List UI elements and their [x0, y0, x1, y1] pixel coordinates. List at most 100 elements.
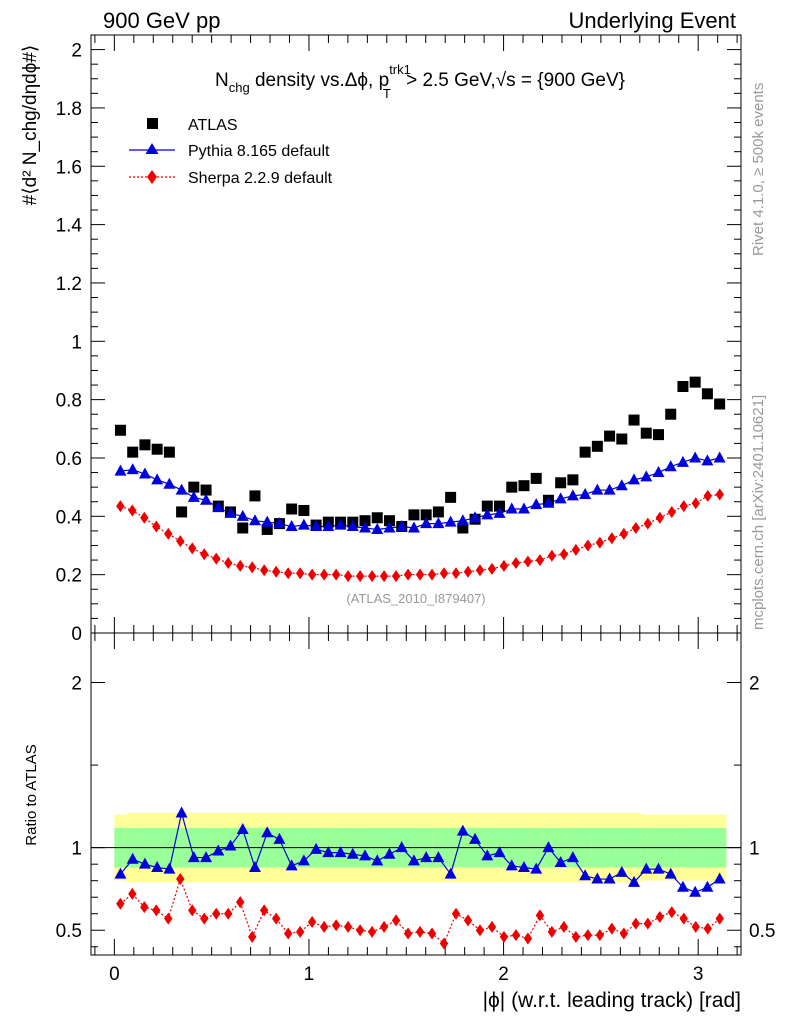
legend-sherpa-marker: [147, 170, 157, 184]
ratio-pythia-point: [407, 854, 420, 866]
pythia-point: [444, 515, 457, 527]
atlas-point: [506, 481, 518, 493]
pythia-point: [615, 479, 628, 491]
sherpa-point: [295, 567, 305, 580]
ratio-pythia-point: [542, 841, 555, 853]
ratio-sherpa-point: [116, 897, 125, 910]
atlas-point: [640, 427, 652, 439]
sherpa-point: [679, 500, 688, 513]
pythia-point: [505, 502, 518, 514]
pythia-point: [566, 489, 579, 501]
ratio-sherpa-point: [451, 907, 461, 920]
ratio-sherpa-point: [679, 912, 688, 925]
atlas-point: [591, 440, 603, 452]
atlas-point: [714, 398, 726, 410]
ratio-pythia-point: [676, 880, 689, 892]
ratio-pythia-point: [566, 851, 579, 863]
atlas-point: [286, 503, 298, 515]
ratio-sherpa-point: [523, 932, 533, 945]
legend-pythia-marker: [145, 143, 159, 154]
ratio-pythia-point: [395, 841, 408, 853]
sherpa-point: [283, 567, 293, 580]
pythia-point: [456, 514, 469, 526]
pythia-point: [603, 483, 616, 495]
pythia-point: [151, 473, 164, 485]
ratio-y-tick-label: 1: [71, 839, 82, 860]
ratio-pythia-point: [432, 851, 445, 863]
pythia-point: [297, 518, 310, 530]
ratio-uncertainty-bands: [91, 812, 741, 883]
title-n: N: [215, 70, 229, 91]
ratio-y-axis-label: Ratio to ATLAS: [23, 744, 40, 845]
ratio-sherpa-point: [487, 920, 497, 933]
pythia-point: [371, 522, 384, 534]
pythia-point: [212, 501, 225, 513]
sherpa-point: [427, 568, 437, 581]
pythia-point: [640, 470, 653, 482]
ratio-sherpa-point: [535, 909, 545, 922]
ratio-pythia-point: [456, 824, 469, 836]
pythia-point: [579, 487, 592, 499]
atlas-point: [701, 388, 713, 400]
atlas-point: [200, 484, 212, 496]
sherpa-point: [248, 561, 257, 574]
ratio-pythia-point: [615, 865, 628, 877]
atlas-point: [665, 408, 677, 420]
ratio-pythia-point: [163, 862, 176, 874]
sherpa-point: [224, 556, 233, 569]
pythia-point: [322, 520, 335, 532]
atlas-point: [579, 446, 591, 458]
pythia-point: [126, 463, 139, 475]
title-sup: trk1: [389, 62, 411, 77]
ratio-sherpa-point: [571, 930, 581, 943]
mcplots-info: mcplots.cern.ch [arXiv:2401.10621]: [750, 395, 767, 630]
x-tick-label: 3: [693, 964, 704, 985]
ratio-sherpa-point: [176, 873, 185, 886]
pythia-point: [285, 520, 298, 532]
ratio-plot-frame: [90, 632, 742, 956]
sherpa-point: [643, 517, 653, 530]
pythia-point: [432, 517, 445, 529]
pythia-point: [273, 517, 286, 529]
pythia-point: [676, 455, 689, 467]
sherpa-point: [463, 565, 473, 578]
sherpa-point: [391, 570, 401, 583]
ratio-sherpa-point: [547, 925, 557, 938]
title-tail: > 2.5 GeV,: [401, 70, 496, 91]
pythia-point: [261, 515, 274, 527]
atlas-point: [408, 509, 420, 521]
sherpa-point: [439, 567, 449, 580]
ratio-sherpa-point: [212, 907, 221, 920]
sherpa-point: [260, 564, 269, 577]
sherpa-point: [164, 527, 173, 540]
ratio-sherpa-point: [224, 907, 233, 920]
legend-atlas-label: ATLAS: [188, 117, 238, 134]
ratio-sherpa-point: [200, 912, 209, 925]
ratio-pythia-point: [322, 846, 335, 858]
sherpa-point: [703, 489, 712, 502]
sherpa-point: [236, 559, 245, 572]
ratio-sherpa-point: [655, 911, 665, 924]
chart-title: Nchg density vs.Δϕ, ptrk1 T > 2.5 GeV,√s …: [215, 62, 625, 101]
ratio-pythia-point: [138, 857, 151, 869]
ratio-sherpa-point: [343, 920, 353, 933]
ratio-pythia-point: [236, 823, 249, 835]
pythia-point: [163, 477, 176, 489]
ratio-pythia-point: [481, 849, 494, 861]
pythia-point: [652, 466, 665, 478]
sherpa-point: [355, 570, 365, 583]
analysis-watermark: (ATLAS_2010_I879407): [346, 591, 485, 606]
main-y-tick-label: 0.8: [56, 391, 82, 412]
pythia-point: [138, 467, 151, 479]
atlas-point: [383, 515, 395, 527]
atlas-point: [604, 430, 616, 442]
x-axis-label: |ϕ| (w.r.t. leading track) [rad]: [483, 989, 741, 1012]
ratio-pythia-point: [469, 832, 482, 844]
ratio-pythia-point: [334, 846, 347, 858]
ratio-sherpa-point: [140, 901, 149, 914]
ratio-pythia-point: [664, 867, 677, 879]
atlas-point: [420, 509, 432, 521]
atlas-point: [188, 481, 200, 493]
ratio-sherpa-point: [715, 912, 724, 925]
